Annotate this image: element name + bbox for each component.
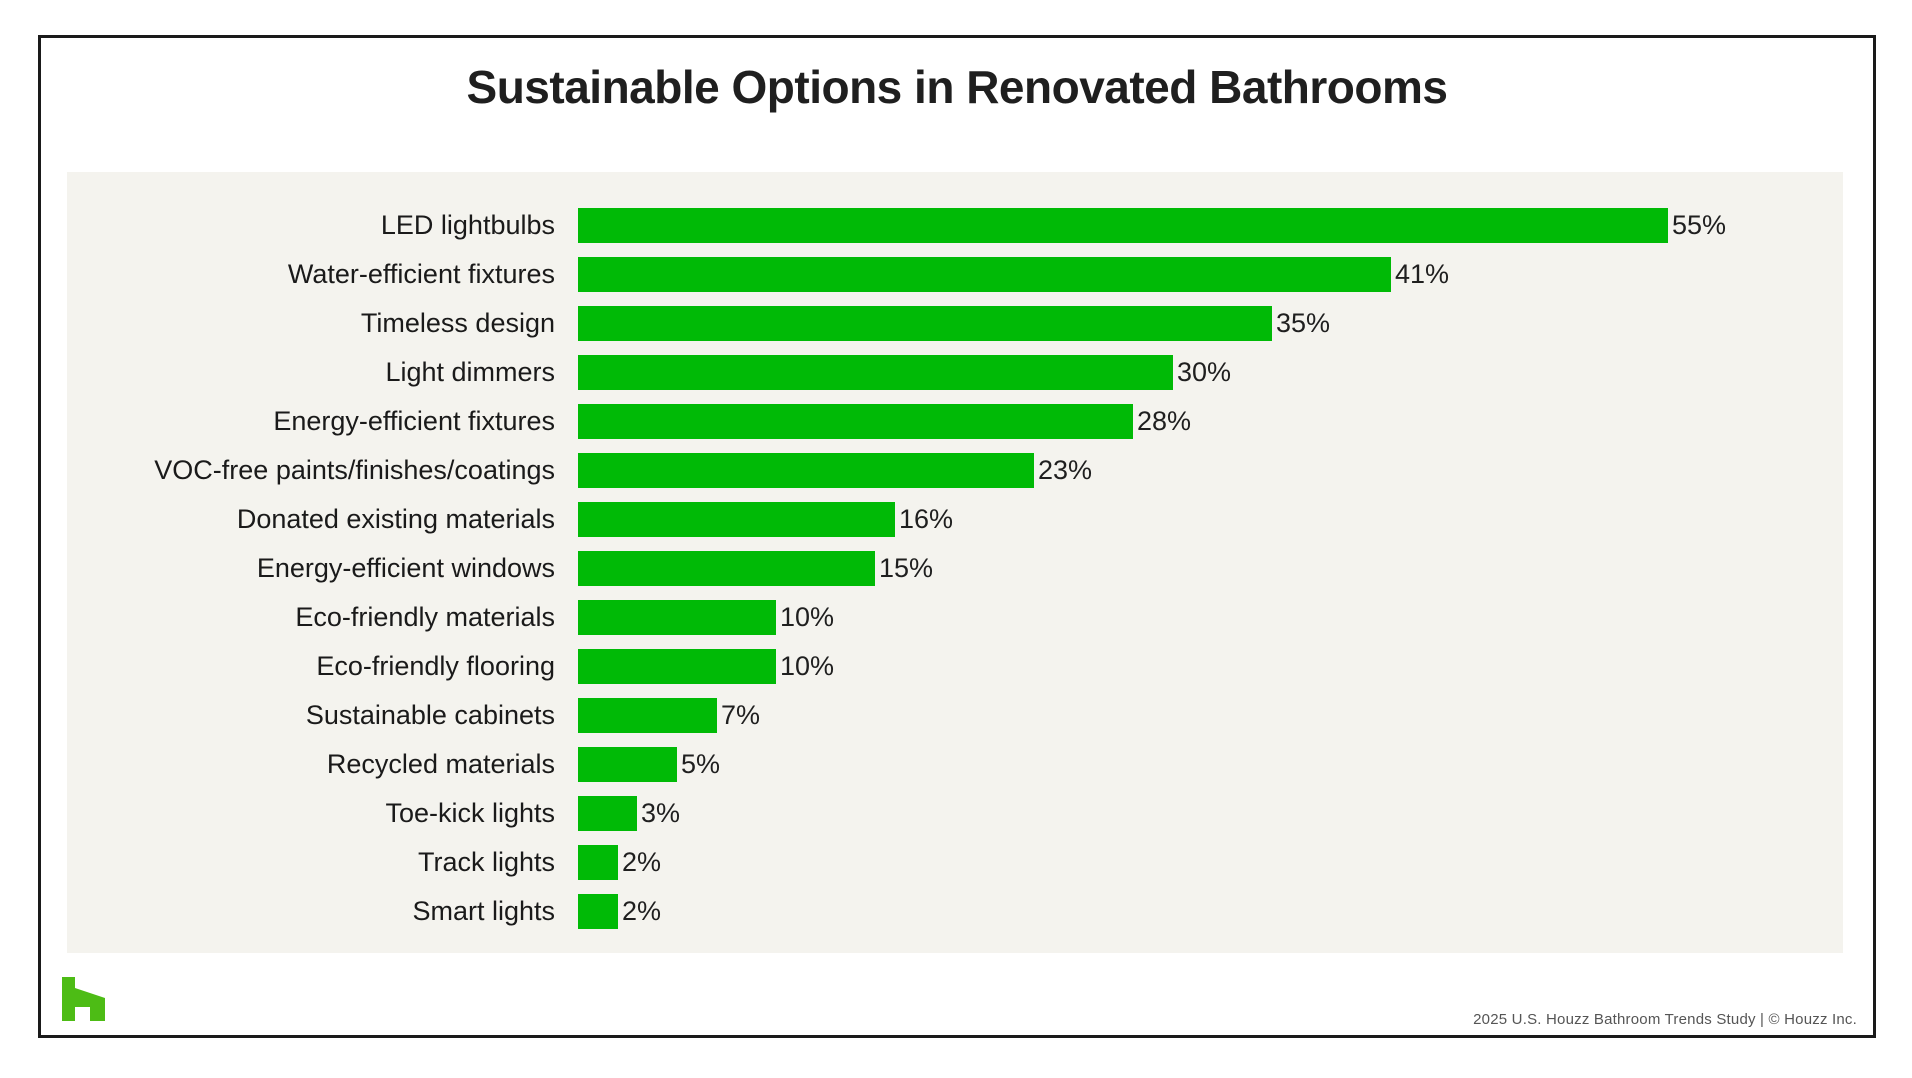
bar-category-label: Timeless design [360, 308, 555, 338]
bar-value-label: 23% [1038, 455, 1093, 485]
chart-row: LED lightbulbs 55% [67, 208, 1843, 243]
bar-category-label: Energy-efficient windows [256, 553, 555, 583]
bar-value-label: 15% [879, 553, 934, 583]
bar-value-label: 30% [1177, 357, 1232, 387]
bar-category-label: Eco-friendly materials [295, 602, 555, 632]
bar [578, 502, 895, 537]
bar-category-label: Track lights [417, 847, 555, 877]
bar-category-label: Light dimmers [385, 357, 555, 387]
chart-row: Eco-friendly flooring 10% [67, 649, 1843, 684]
bar-category-label: Energy-efficient fixtures [273, 406, 555, 436]
bar [578, 404, 1133, 439]
bar [578, 747, 677, 782]
bar-value-label: 16% [899, 504, 954, 534]
bar [578, 649, 776, 684]
bar [578, 355, 1173, 390]
bar-value-label: 41% [1395, 259, 1450, 289]
bar [578, 551, 875, 586]
bar-value-label: 10% [780, 602, 835, 632]
bar [578, 894, 618, 929]
bar-value-label: 35% [1276, 308, 1331, 338]
bar-value-label: 10% [780, 651, 835, 681]
bar-category-label: Smart lights [412, 896, 555, 926]
bar [578, 453, 1034, 488]
chart-row: Energy-efficient windows 15% [67, 551, 1843, 586]
bar [578, 845, 618, 880]
chart-row: Water-efficient fixtures 41% [67, 257, 1843, 292]
bar-category-label: Recycled materials [326, 749, 555, 779]
bar [578, 600, 776, 635]
bar [578, 306, 1272, 341]
chart-row: Track lights 2% [67, 845, 1843, 880]
bar [578, 257, 1391, 292]
bar-category-label: Toe-kick lights [385, 798, 555, 828]
bar-category-label: Water-efficient fixtures [287, 259, 555, 289]
bar-category-label: Sustainable cabinets [305, 700, 555, 730]
bar-category-label: LED lightbulbs [380, 210, 555, 240]
bar-value-label: 2% [622, 847, 662, 877]
chart-row: Toe-kick lights 3% [67, 796, 1843, 831]
bar-value-label: 3% [641, 798, 681, 828]
chart-row: VOC-free paints/finishes/coatings 23% [67, 453, 1843, 488]
bar-category-label: VOC-free paints/finishes/coatings [154, 455, 555, 485]
source-attribution: 2025 U.S. Houzz Bathroom Trends Study | … [1473, 1011, 1857, 1028]
bar [578, 796, 637, 831]
chart-row: Sustainable cabinets 7% [67, 698, 1843, 733]
bar [578, 208, 1668, 243]
bar [578, 698, 717, 733]
bar-value-label: 5% [681, 749, 721, 779]
bar-value-label: 28% [1137, 406, 1192, 436]
infographic-frame: Sustainable Options in Renovated Bathroo… [38, 35, 1876, 1038]
chart-row: Timeless design 35% [67, 306, 1843, 341]
chart-row: Donated existing materials 16% [67, 502, 1843, 537]
bar-category-label: Eco-friendly flooring [316, 651, 555, 681]
chart-row: Light dimmers 30% [67, 355, 1843, 390]
chart-row: Recycled materials 5% [67, 747, 1843, 782]
houzz-logo-icon [62, 977, 105, 1021]
bar-value-label: 55% [1672, 210, 1727, 240]
bar-value-label: 2% [622, 896, 662, 926]
bar-category-label: Donated existing materials [236, 504, 555, 534]
bar-value-label: 7% [721, 700, 761, 730]
chart-title: Sustainable Options in Renovated Bathroo… [466, 61, 1448, 113]
chart-panel: LED lightbulbs 55% Water-efficient fixture… [67, 172, 1843, 953]
chart-row: Eco-friendly materials 10% [67, 600, 1843, 635]
bar-chart: LED lightbulbs 55% Water-efficient fixture… [67, 208, 1843, 929]
chart-row: Energy-efficient fixtures 28% [67, 404, 1843, 439]
chart-row: Smart lights 2% [67, 894, 1843, 929]
